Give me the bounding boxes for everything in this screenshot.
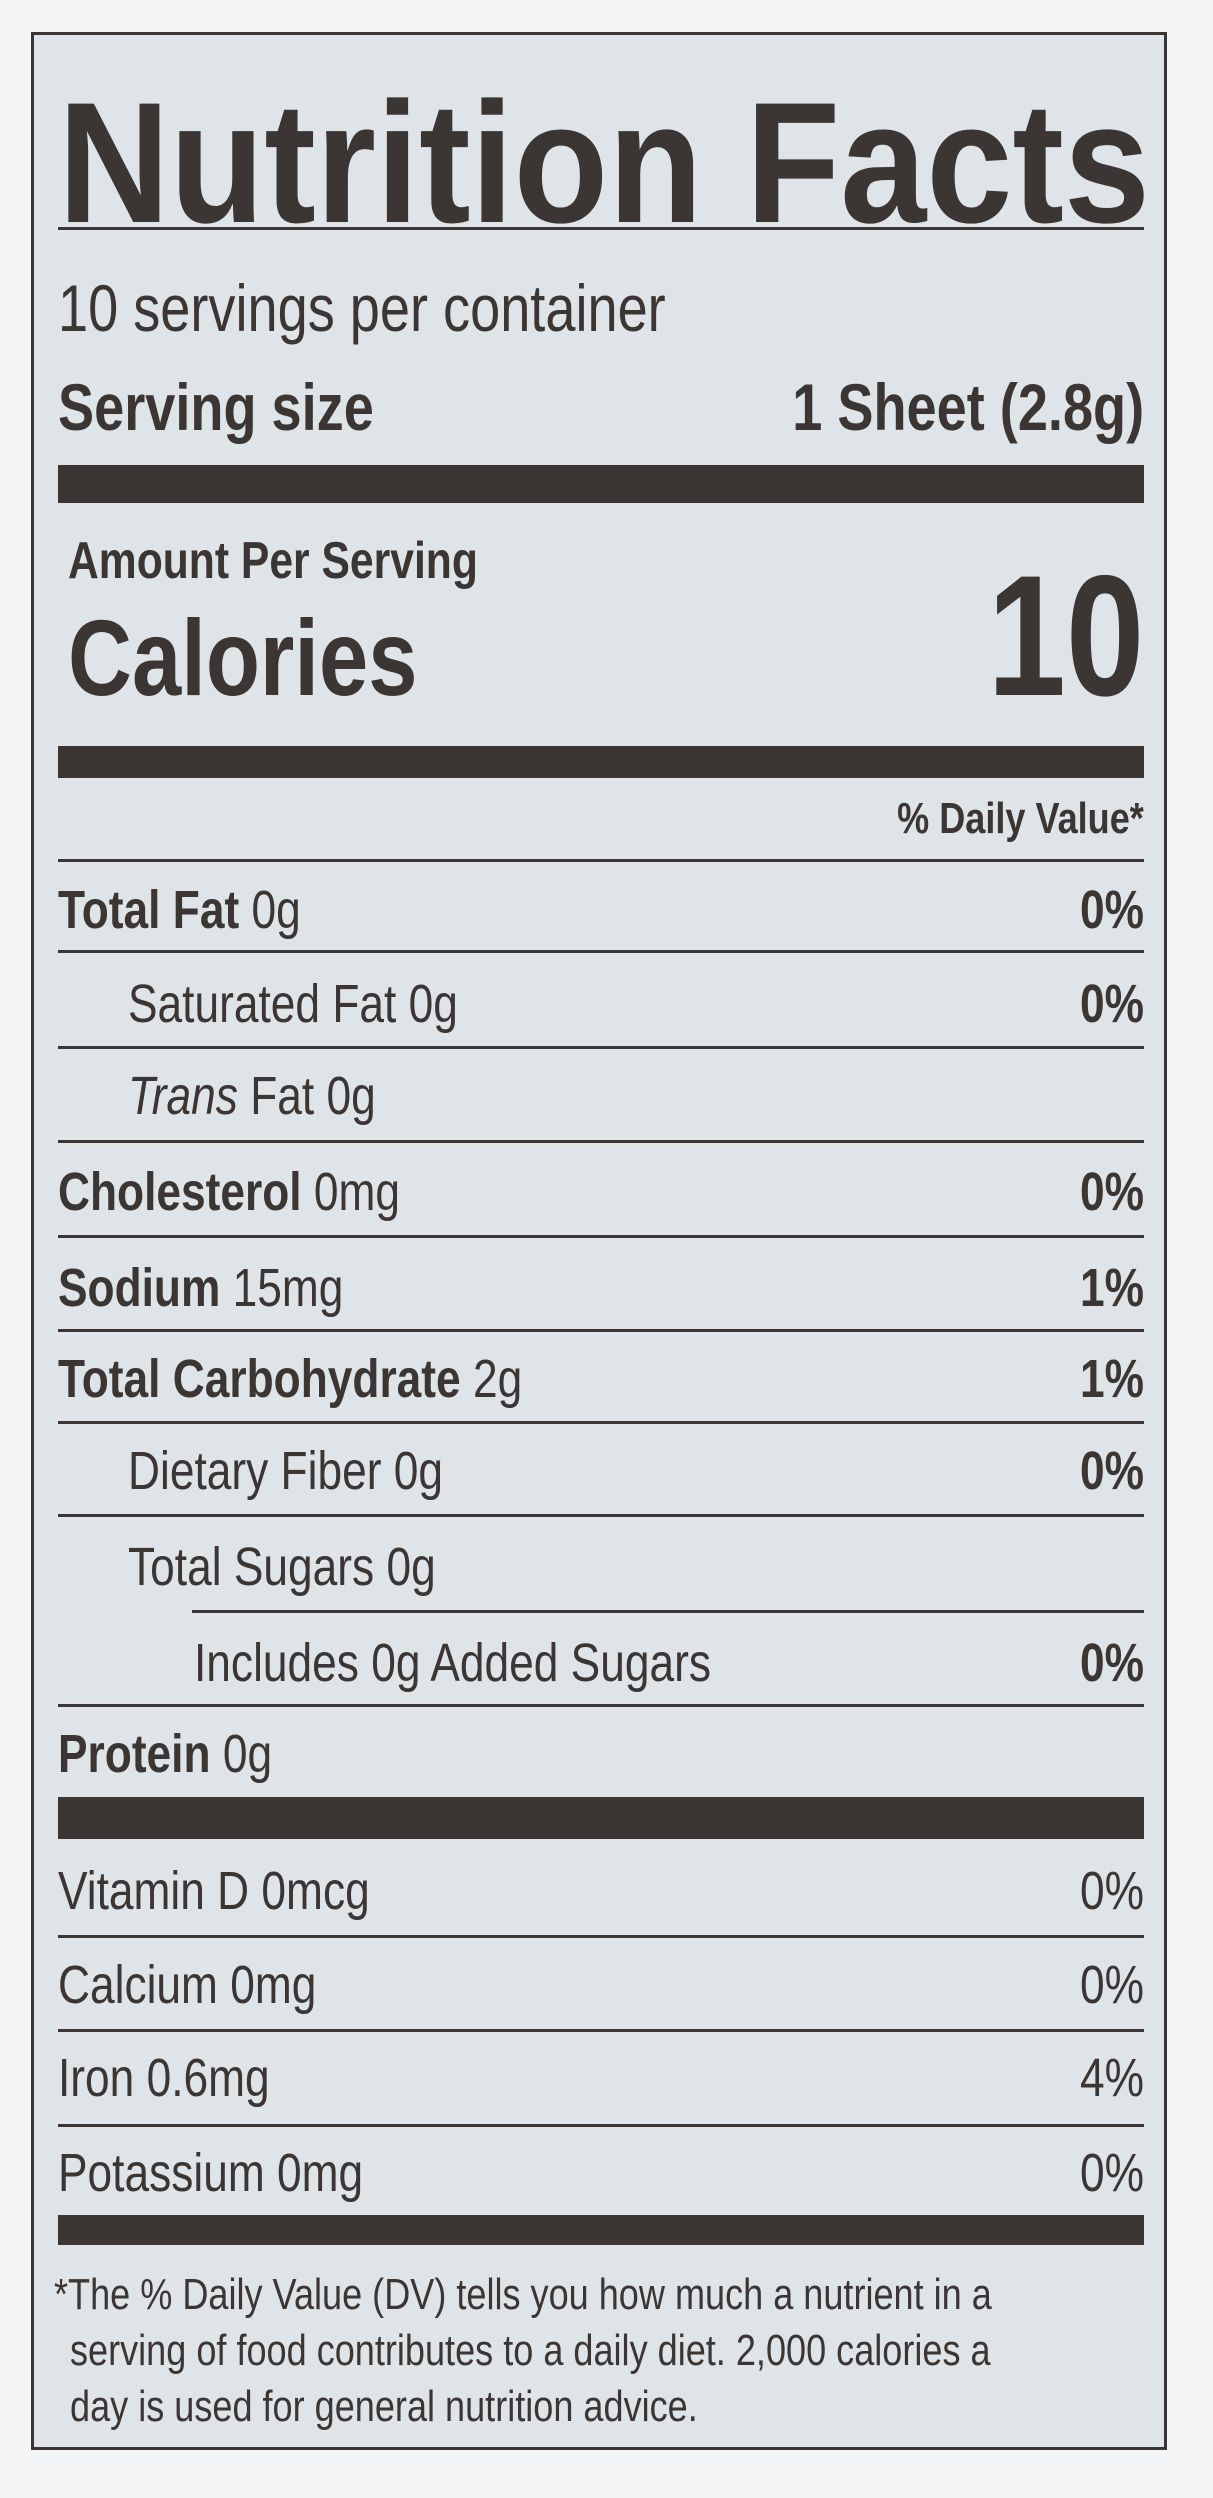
thick-divider bbox=[58, 746, 1144, 778]
divider bbox=[58, 950, 1144, 953]
divider bbox=[58, 1421, 1144, 1424]
nutrient-row-saturated-fat: Saturated Fat 0g 0% bbox=[128, 974, 1144, 1034]
nutrient-row-trans-fat: Trans Fat 0g bbox=[128, 1066, 376, 1126]
divider bbox=[58, 1514, 1144, 1517]
nutrient-row-total-carbohydrate: Total Carbohydrate 2g 1% bbox=[58, 1349, 1144, 1409]
divider bbox=[58, 1935, 1144, 1938]
daily-value-header: % Daily Value* bbox=[897, 794, 1144, 843]
divider bbox=[58, 859, 1144, 862]
servings-per-container: 10 servings per container bbox=[58, 271, 666, 345]
vitamin-row-iron: Iron 0.6mg 4% bbox=[58, 2048, 1144, 2108]
divider bbox=[192, 1610, 1144, 1613]
vitamin-row-vitamin-d: Vitamin D 0mcg 0% bbox=[58, 1861, 1144, 1921]
divider bbox=[58, 1704, 1144, 1707]
nutrient-row-total-fat: Total Fat 0g 0% bbox=[58, 880, 1144, 940]
divider bbox=[58, 1046, 1144, 1049]
divider bbox=[58, 1140, 1144, 1143]
divider bbox=[58, 2029, 1144, 2032]
nutrient-row-sodium: Sodium 15mg 1% bbox=[58, 1258, 1144, 1318]
thick-divider bbox=[58, 1797, 1144, 1839]
serving-size-value: 1 Sheet (2.8g) bbox=[792, 370, 1144, 444]
panel-title: Nutrition Facts bbox=[58, 67, 1150, 259]
vitamin-row-calcium: Calcium 0mg 0% bbox=[58, 1955, 1144, 2015]
calories-label: Calories bbox=[68, 597, 418, 718]
thick-divider bbox=[58, 465, 1144, 503]
calories-value: 10 bbox=[987, 540, 1144, 732]
footnote-line: *The % Daily Value (DV) tells you how mu… bbox=[54, 2270, 992, 2319]
amount-per-serving: Amount Per Serving bbox=[68, 532, 478, 590]
nutrient-row-dietary-fiber: Dietary Fiber 0g 0% bbox=[128, 1441, 1144, 1501]
vitamin-row-potassium: Potassium 0mg 0% bbox=[58, 2143, 1144, 2203]
thick-divider bbox=[58, 2215, 1144, 2245]
nutrient-row-total-sugars: Total Sugars 0g bbox=[128, 1537, 436, 1597]
nutrient-row-added-sugars: Includes 0g Added Sugars 0% bbox=[194, 1633, 1144, 1693]
footnote-line: serving of food contributes to a daily d… bbox=[70, 2326, 991, 2375]
serving-size-label: Serving size bbox=[58, 370, 374, 444]
divider bbox=[58, 2124, 1144, 2127]
divider bbox=[58, 1329, 1144, 1332]
divider bbox=[58, 227, 1144, 230]
nutrition-facts-panel: Nutrition Facts 10 servings per containe… bbox=[31, 32, 1167, 2450]
nutrient-row-protein: Protein 0g bbox=[58, 1724, 273, 1784]
divider bbox=[58, 1235, 1144, 1238]
footnote-line: day is used for general nutrition advice… bbox=[70, 2382, 698, 2431]
nutrient-row-cholesterol: Cholesterol 0mg 0% bbox=[58, 1162, 1144, 1222]
